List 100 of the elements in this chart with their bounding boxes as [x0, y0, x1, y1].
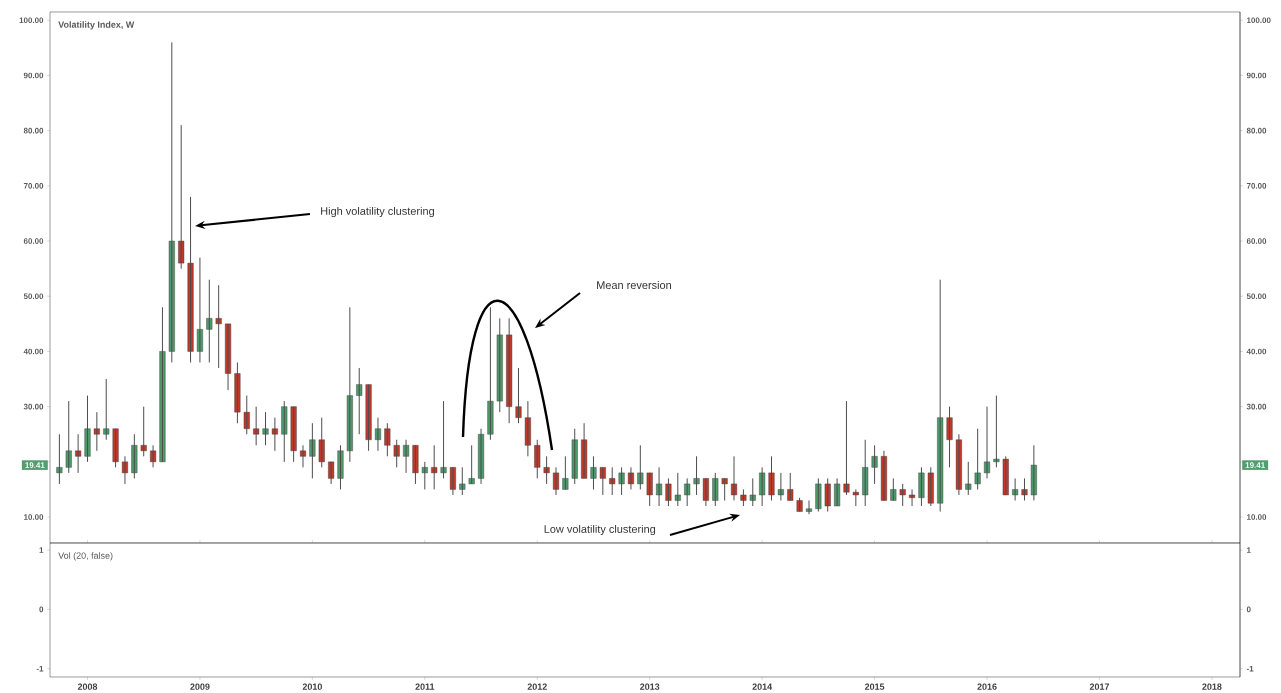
candlestick — [646, 472, 653, 507]
candlestick — [656, 466, 663, 507]
candlestick — [384, 422, 391, 457]
candlestick — [777, 472, 784, 501]
candlestick — [206, 279, 213, 363]
candlestick — [749, 477, 756, 507]
candlestick — [140, 406, 147, 457]
annotation: Mean reversion — [597, 280, 671, 289]
candlestick — [1021, 477, 1028, 501]
candlestick — [862, 439, 869, 507]
candlestick — [459, 466, 466, 496]
candlestick — [187, 196, 194, 363]
x-tick-label: 2009 — [190, 683, 210, 690]
candlestick — [112, 428, 119, 468]
candlestick — [365, 383, 372, 452]
candlestick — [1012, 477, 1019, 501]
candlestick — [993, 395, 1000, 468]
candlestick — [787, 472, 794, 501]
candlestick — [937, 279, 944, 512]
candlestick — [421, 461, 428, 490]
candlestick — [534, 439, 541, 479]
x-tick-label: 2015 — [864, 683, 885, 690]
annotation: Low volatility clustering — [544, 524, 656, 535]
text: Volatility Index, W — [58, 21, 135, 30]
candlestick — [721, 477, 728, 501]
candlestick — [515, 367, 522, 424]
candlestick — [393, 439, 400, 468]
candlestick — [431, 444, 438, 490]
candlestick — [262, 411, 269, 446]
x-tick-label: 2014 — [752, 683, 773, 690]
candlestick — [328, 461, 335, 485]
candlestick — [824, 477, 831, 512]
candlestick — [562, 455, 569, 490]
candlestick — [412, 444, 419, 485]
candlestick — [712, 472, 719, 507]
candlestick — [290, 406, 297, 463]
candlestick — [1002, 455, 1009, 496]
candlestick — [309, 422, 316, 479]
candlestick — [946, 406, 953, 468]
candlestick — [852, 488, 859, 507]
annotation: High volatility clustering — [321, 206, 434, 217]
candlestick — [356, 367, 363, 435]
candlestick — [168, 41, 175, 363]
candlestick — [281, 400, 288, 463]
text: Vol (20, false) — [58, 552, 113, 561]
x-tick-label: 2016 — [977, 683, 997, 690]
candlestick — [599, 466, 606, 496]
candlestick — [609, 466, 616, 496]
candlestick — [665, 477, 672, 507]
candlestick — [627, 466, 634, 490]
candlestick — [103, 378, 110, 441]
candlestick — [674, 472, 681, 507]
candlestick — [468, 444, 475, 485]
candlestick — [571, 428, 578, 485]
candlestick — [590, 455, 597, 490]
x-tick-label: 2008 — [77, 683, 98, 690]
candlestick — [253, 406, 260, 446]
candlestick — [75, 433, 82, 474]
candlestick — [159, 306, 166, 463]
candlestick — [684, 477, 691, 507]
candlestick — [909, 488, 916, 507]
candlestick — [65, 400, 72, 474]
candlestick — [965, 461, 972, 496]
candlestick — [899, 483, 906, 507]
candlestick — [796, 497, 803, 512]
x-tick-label: 2013 — [640, 683, 660, 690]
x-tick-label: 2017 — [1089, 683, 1110, 690]
candlestick — [918, 466, 925, 507]
candlestick — [346, 306, 353, 463]
candlestick — [56, 433, 63, 485]
candlestick — [243, 395, 250, 435]
candlestick — [318, 417, 325, 468]
candlestick — [337, 444, 344, 490]
candlestick — [815, 477, 822, 512]
candlestick — [871, 444, 878, 485]
x-tick-label: 2018 — [1202, 683, 1222, 690]
candlestick — [178, 124, 185, 270]
x-tick-label: 2010 — [302, 683, 322, 690]
candlestick — [84, 395, 91, 463]
candlestick — [974, 428, 981, 490]
candlestick — [487, 306, 494, 441]
candlestick — [890, 477, 897, 501]
x-tick-label: 2011 — [415, 683, 435, 690]
candlestick — [768, 455, 775, 501]
candlestick — [215, 284, 222, 369]
candlestick — [440, 400, 447, 479]
candlestick — [693, 455, 700, 496]
candlestick — [843, 400, 850, 496]
candlestick — [637, 444, 644, 490]
candlestick — [234, 361, 241, 424]
candlestick — [927, 466, 934, 507]
candlestick — [93, 411, 100, 452]
candlestick — [496, 317, 503, 413]
candlestick — [271, 417, 278, 452]
candlestick — [740, 488, 747, 507]
x-tick-label: 2012 — [527, 683, 547, 690]
candlestick — [618, 466, 625, 496]
candlestick — [131, 433, 138, 479]
candlestick — [543, 455, 550, 485]
candlestick — [834, 477, 841, 507]
